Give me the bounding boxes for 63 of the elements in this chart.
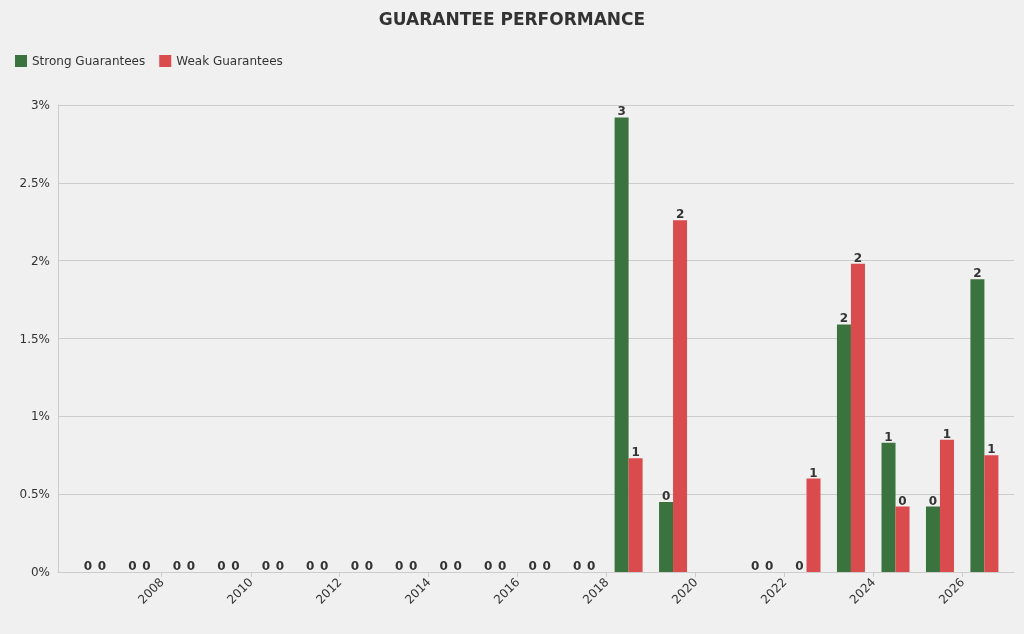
data-label: 0 (483, 559, 493, 573)
bar (939, 439, 954, 572)
data-label: 0 (364, 559, 373, 573)
data-label: 2 (973, 266, 982, 281)
y-tick-label: 0.5% (19, 487, 50, 502)
y-tick-label: 1% (30, 409, 50, 424)
bar (628, 458, 643, 572)
bar (881, 442, 896, 572)
data-label: 0 (217, 559, 226, 573)
data-label: 0 (439, 559, 448, 573)
bar (806, 478, 821, 572)
bar (895, 506, 910, 572)
data-label: 0 (275, 559, 284, 573)
data-label: 0 (231, 559, 240, 573)
bar (850, 263, 865, 572)
data-label: 0 (261, 559, 270, 573)
bar (659, 501, 674, 572)
data-label: 0 (395, 559, 404, 573)
data-label: 0 (661, 488, 671, 503)
data-label: 0 (142, 559, 151, 573)
data-label: 0 (350, 559, 359, 573)
data-label: 0 (128, 559, 137, 573)
data-label: 0 (542, 559, 551, 573)
data-label: 0 (453, 559, 462, 573)
data-label: 0 (898, 493, 907, 508)
data-label: 0 (83, 559, 93, 573)
y-tick-label: 0% (30, 565, 50, 579)
data-label: 0 (306, 559, 315, 573)
chart-title: GUARANTEE PERFORMANCE (378, 8, 646, 29)
legend-label: Strong Guarantees (32, 54, 146, 68)
data-label: 1 (884, 429, 893, 444)
data-label: 0 (320, 559, 329, 573)
data-label: 0 (795, 559, 804, 573)
data-label: 0 (186, 559, 196, 573)
data-label: 2 (853, 250, 863, 265)
data-label: 1 (631, 445, 640, 460)
data-label: 0 (97, 559, 107, 573)
data-label: 0 (528, 559, 537, 573)
bar (925, 506, 940, 572)
y-tick-label: 2% (30, 253, 50, 268)
y-tick-label: 3% (30, 98, 50, 112)
data-label: 0 (764, 559, 774, 573)
data-label: 0 (497, 559, 507, 573)
data-label: 1 (809, 465, 818, 480)
bar (836, 324, 851, 572)
data-label: 0 (172, 559, 182, 573)
data-label: 0 (586, 559, 596, 573)
data-label: 2 (839, 311, 849, 326)
y-tick-label: 1.5% (19, 331, 50, 346)
legend-label: Weak Guarantees (176, 54, 283, 68)
data-label: 1 (942, 426, 952, 441)
data-label: 0 (572, 559, 582, 573)
data-label: 0 (928, 493, 938, 508)
data-label: 2 (675, 207, 685, 222)
data-label: 1 (987, 442, 996, 457)
y-tick-label: 2.5% (19, 175, 50, 190)
data-label: 0 (409, 559, 418, 573)
bar (673, 220, 688, 572)
bar (984, 455, 999, 572)
data-label: 3 (617, 104, 626, 119)
bar (970, 279, 985, 572)
data-label: 0 (750, 559, 760, 573)
bar (614, 117, 629, 572)
